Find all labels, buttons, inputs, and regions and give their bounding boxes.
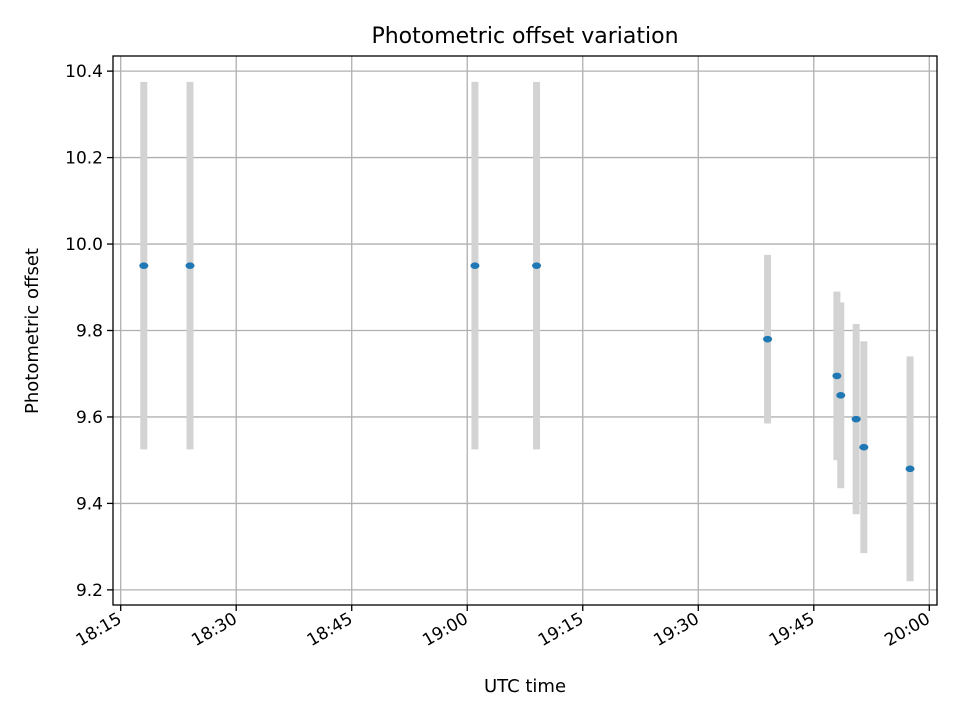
x-tick-label: 20:00 [881,609,933,651]
y-axis: 9.2 9.4 9.6 9.8 10.0 10.2 10.4 [65,62,113,601]
y-tick-label: 9.6 [76,408,103,428]
x-tick-label: 18:15 [73,609,125,651]
data-point [832,372,842,380]
data-point [851,415,861,423]
data-point [185,262,195,269]
x-tick-label: 18:30 [188,609,240,651]
data-point [470,262,480,269]
y-tick-label: 10.4 [65,62,103,82]
data-point [836,392,846,399]
x-tick-label: 18:45 [304,609,356,651]
y-tick-label: 9.4 [76,494,103,514]
chart-title: Photometric offset variation [371,24,678,49]
x-tick-label: 19:15 [535,609,587,651]
y-tick-label: 10.2 [65,149,103,169]
error-bars [140,81,914,582]
y-axis-label: Photometric offset [22,248,43,414]
data-point [905,465,915,473]
x-tick-label: 19:00 [419,609,471,651]
data-point [859,443,869,451]
data-points [139,262,915,473]
x-tick-label: 19:45 [766,609,818,651]
y-tick-label: 10.0 [65,235,103,255]
data-point [763,335,773,343]
x-axis: 18:15 18:30 18:45 19:00 19:15 19:30 19:45 20:00 [73,605,934,651]
y-tick-label: 9.8 [76,322,103,342]
grid [113,56,937,605]
data-point [532,262,542,269]
y-tick-label: 9.2 [76,581,103,601]
x-tick-label: 19:30 [650,609,702,651]
data-point [139,262,149,269]
x-axis-label: UTC time [484,676,566,697]
